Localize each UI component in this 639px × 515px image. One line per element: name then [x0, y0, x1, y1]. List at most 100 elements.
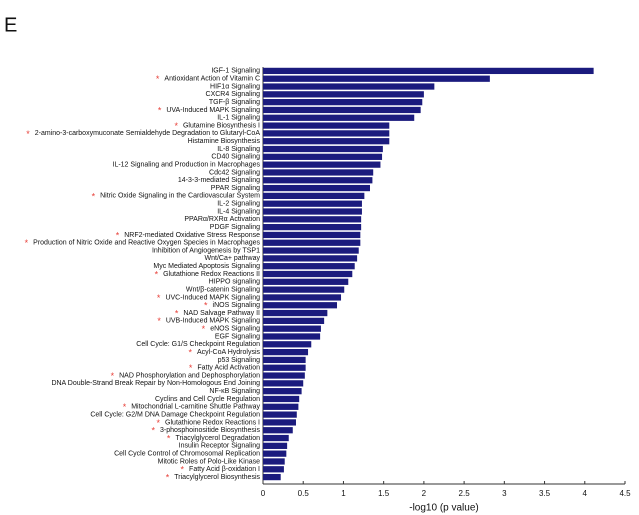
x-tick-label: 2.5 — [459, 489, 471, 498]
category-label: Fatty Acid β-oxidation I — [189, 466, 260, 473]
bar — [263, 99, 423, 106]
highlight-marker: * — [158, 105, 162, 115]
bar — [263, 200, 362, 207]
bar — [263, 255, 358, 262]
bar — [263, 388, 302, 395]
highlight-marker: * — [151, 426, 155, 436]
bar — [263, 341, 312, 348]
category-label: HIF1α Signaling — [210, 83, 260, 90]
bar — [263, 67, 594, 75]
bar — [263, 380, 304, 387]
bar — [263, 309, 328, 317]
bar — [263, 348, 309, 356]
bar — [263, 224, 362, 231]
category-label: Glutamine Biosynthesis I — [183, 122, 260, 129]
category-label: HIPPO signaling — [209, 279, 260, 286]
x-tick-label: 2 — [422, 489, 427, 498]
bar — [263, 317, 325, 324]
category-label: Cell Cycle: G1/S Checkpoint Regulation — [136, 341, 260, 348]
x-tick-label: 1.5 — [378, 489, 390, 498]
x-tick-label: 4.5 — [619, 489, 631, 498]
bar — [263, 450, 287, 457]
category-label: Wnt/Ca+ pathway — [205, 255, 261, 262]
bar — [263, 419, 296, 426]
highlight-marker: * — [175, 308, 179, 318]
x-tick-label: 1 — [341, 489, 346, 498]
category-label: UVB-Induced MAPK Signaling — [166, 318, 260, 325]
category-label: Antioxidant Action of Vitamin C — [164, 76, 260, 83]
category-label: 3-phosphoinositide Biosynthesis — [160, 427, 261, 434]
category-label: TGF-β Signaling — [209, 99, 260, 106]
category-label: Cell Cycle Control of Chromosomal Replic… — [114, 451, 260, 458]
bar — [263, 434, 289, 442]
category-label: Acyl-CoA Hydrolysis — [197, 349, 261, 356]
bar — [263, 184, 370, 192]
category-label: Nitric Oxide Signaling in the Cardiovasc… — [100, 193, 260, 200]
bar — [263, 239, 361, 246]
category-label: IL-2 Signaling — [217, 201, 260, 208]
bar — [263, 216, 362, 223]
bar — [263, 114, 415, 121]
bar — [263, 427, 293, 434]
bar — [263, 83, 435, 90]
bar — [263, 138, 390, 145]
category-label: Glutathione Redox Reactions II — [163, 271, 260, 278]
highlight-marker: * — [189, 363, 193, 373]
highlight-marker: * — [156, 74, 160, 84]
bar — [263, 247, 359, 254]
x-tick-label: 0 — [261, 489, 266, 498]
highlight-marker: * — [157, 293, 161, 303]
category-label: NAD Phosphorylation and Dephosphorylatio… — [119, 372, 260, 379]
category-label: NRF2-mediated Oxidative Stress Response — [124, 232, 260, 239]
category-label: IL-4 Signaling — [217, 208, 260, 215]
category-label: EGF Signaling — [215, 333, 260, 340]
category-label: 2-amino-3-carboxymuconate Semialdehyde D… — [35, 130, 261, 137]
highlight-marker: * — [116, 230, 120, 240]
highlight-marker: * — [167, 433, 171, 443]
highlight-marker: * — [157, 418, 161, 428]
category-label: Insulin Receptor Signaling — [179, 443, 260, 450]
x-axis-label: -log10 (p value) — [409, 503, 478, 514]
bar — [263, 169, 374, 176]
category-label: UVC-Induced MAPK Signaling — [165, 294, 260, 301]
bar — [263, 302, 338, 309]
bar — [263, 333, 321, 340]
bar — [263, 403, 299, 410]
category-label: PDGF Signaling — [210, 224, 260, 231]
bar — [263, 231, 361, 239]
category-label: p53 Signaling — [218, 357, 261, 364]
bar — [263, 177, 373, 184]
category-label: Production of Nitric Oxide and Reactive … — [33, 240, 260, 247]
category-label: Cdc42 Signaling — [209, 169, 260, 176]
bar — [263, 395, 300, 403]
bar — [263, 442, 288, 449]
category-label: PPAR Signaling — [211, 185, 260, 192]
category-label: CXCR4 Signaling — [206, 91, 261, 98]
category-label: Histamine Biosynthesis — [188, 138, 261, 145]
highlight-marker: * — [188, 347, 192, 357]
highlight-marker: * — [181, 465, 185, 475]
bar — [263, 270, 353, 278]
category-label: Triacylglycerol Degradation — [175, 435, 260, 442]
highlight-marker: * — [25, 238, 29, 248]
bar — [263, 75, 490, 82]
highlight-marker: * — [155, 269, 159, 279]
category-label: iNOS Signaling — [213, 302, 261, 309]
bar — [263, 263, 355, 270]
x-tick-label: 0.5 — [298, 489, 310, 498]
category-label: IL-1 Signaling — [217, 115, 260, 122]
bar — [263, 153, 383, 160]
bar — [263, 130, 390, 137]
category-label: Cell Cycle: G2/M DNA Damage Checkpoint R… — [90, 411, 260, 418]
bar — [263, 458, 285, 465]
category-label: NAD Salvage Pathway II — [183, 310, 260, 317]
bar — [263, 91, 424, 98]
bar — [263, 106, 421, 114]
x-tick-label: 3.5 — [539, 489, 551, 498]
category-label: Glutathione Redox Reactions I — [165, 419, 260, 426]
bar — [263, 192, 365, 200]
bar — [263, 372, 305, 379]
category-label: UVA-Induced MAPK Signaling — [166, 107, 260, 114]
category-label: 14-3-3-mediated Signaling — [178, 177, 260, 184]
